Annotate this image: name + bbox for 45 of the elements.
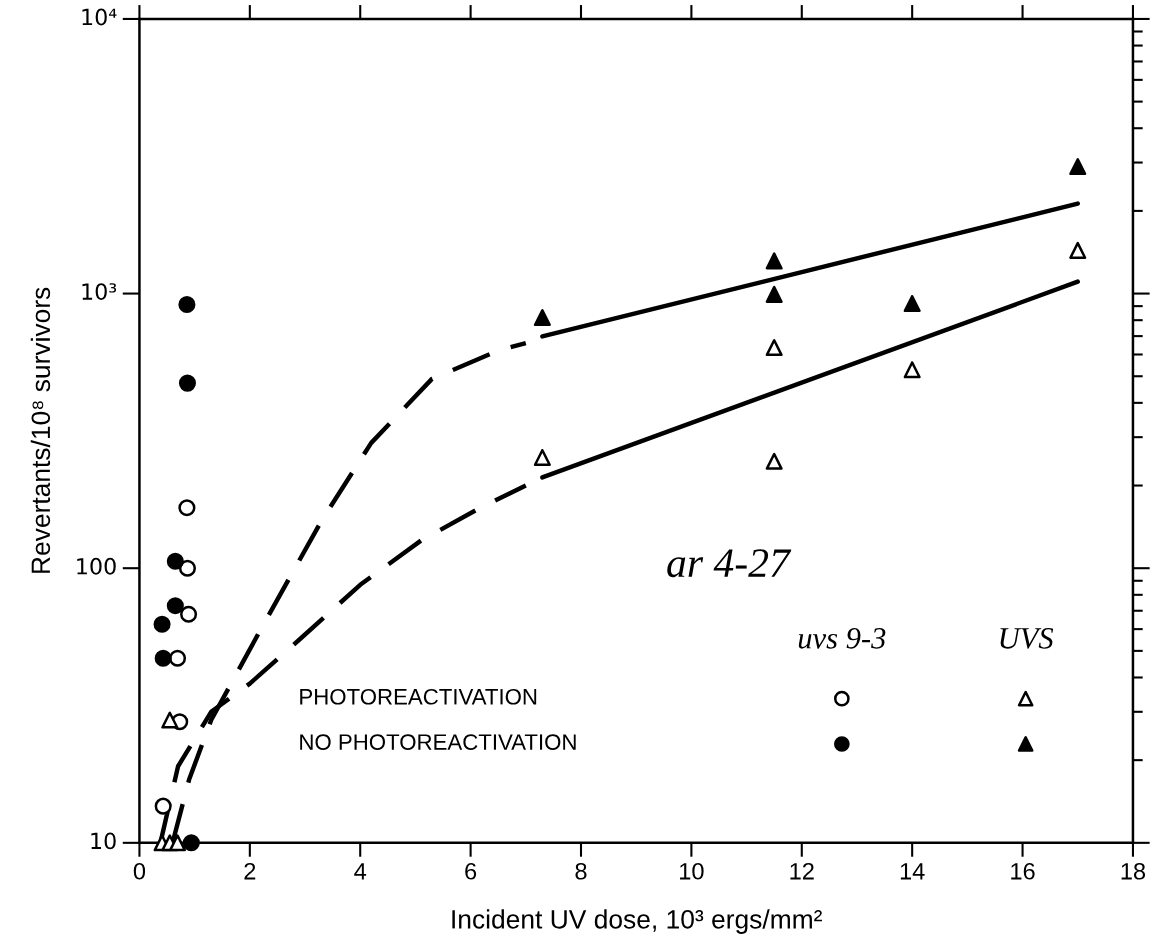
x-tick-label: 0 xyxy=(133,862,146,880)
x-axis-title: Incident UV dose, 10³ ergs/mm² xyxy=(452,909,822,934)
x-tick-label: 4 xyxy=(354,863,367,880)
point xyxy=(180,605,198,623)
point xyxy=(1069,158,1087,176)
annotation: NO PHOTOREACTIVATION xyxy=(300,734,576,750)
point xyxy=(161,711,179,729)
point xyxy=(533,309,551,327)
x-tick-label: 2 xyxy=(244,862,256,880)
point xyxy=(903,361,921,379)
point xyxy=(178,374,196,392)
point xyxy=(765,252,783,270)
point xyxy=(182,834,200,852)
point xyxy=(533,448,551,467)
point xyxy=(1069,241,1087,259)
x-tick-label: 8 xyxy=(575,862,587,880)
y-tick-label: 10⁴ xyxy=(82,8,117,26)
annotation: UVS xyxy=(1000,628,1054,649)
point xyxy=(168,649,187,667)
point xyxy=(154,797,172,815)
x-tick-label: 12 xyxy=(790,862,814,880)
annotation: ar 4-27 xyxy=(667,549,792,578)
point xyxy=(153,615,171,633)
point xyxy=(178,499,196,517)
x-tick-label: 6 xyxy=(465,862,477,880)
x-tick-label: 18 xyxy=(1121,862,1146,880)
y-tick-label: 10³ xyxy=(82,283,117,301)
y-axis-title: Revertants/10⁸ survivors xyxy=(30,287,51,573)
point xyxy=(166,552,184,570)
point xyxy=(178,296,196,314)
y-tick-label: 10 xyxy=(91,832,116,850)
point xyxy=(168,834,187,852)
x-tick-label: 16 xyxy=(1011,862,1035,880)
x-tick-label: 10 xyxy=(680,862,704,880)
point xyxy=(765,452,783,470)
annotation: uvs 9-3 xyxy=(798,628,886,649)
point xyxy=(765,285,783,303)
point xyxy=(765,339,783,357)
point xyxy=(903,294,921,313)
point xyxy=(166,597,184,615)
point xyxy=(178,559,196,577)
x-tick-label: 14 xyxy=(900,863,925,880)
point xyxy=(154,649,172,667)
y-tick-label: 100 xyxy=(77,557,116,575)
annotation: PHOTOREACTIVATION xyxy=(300,688,537,705)
